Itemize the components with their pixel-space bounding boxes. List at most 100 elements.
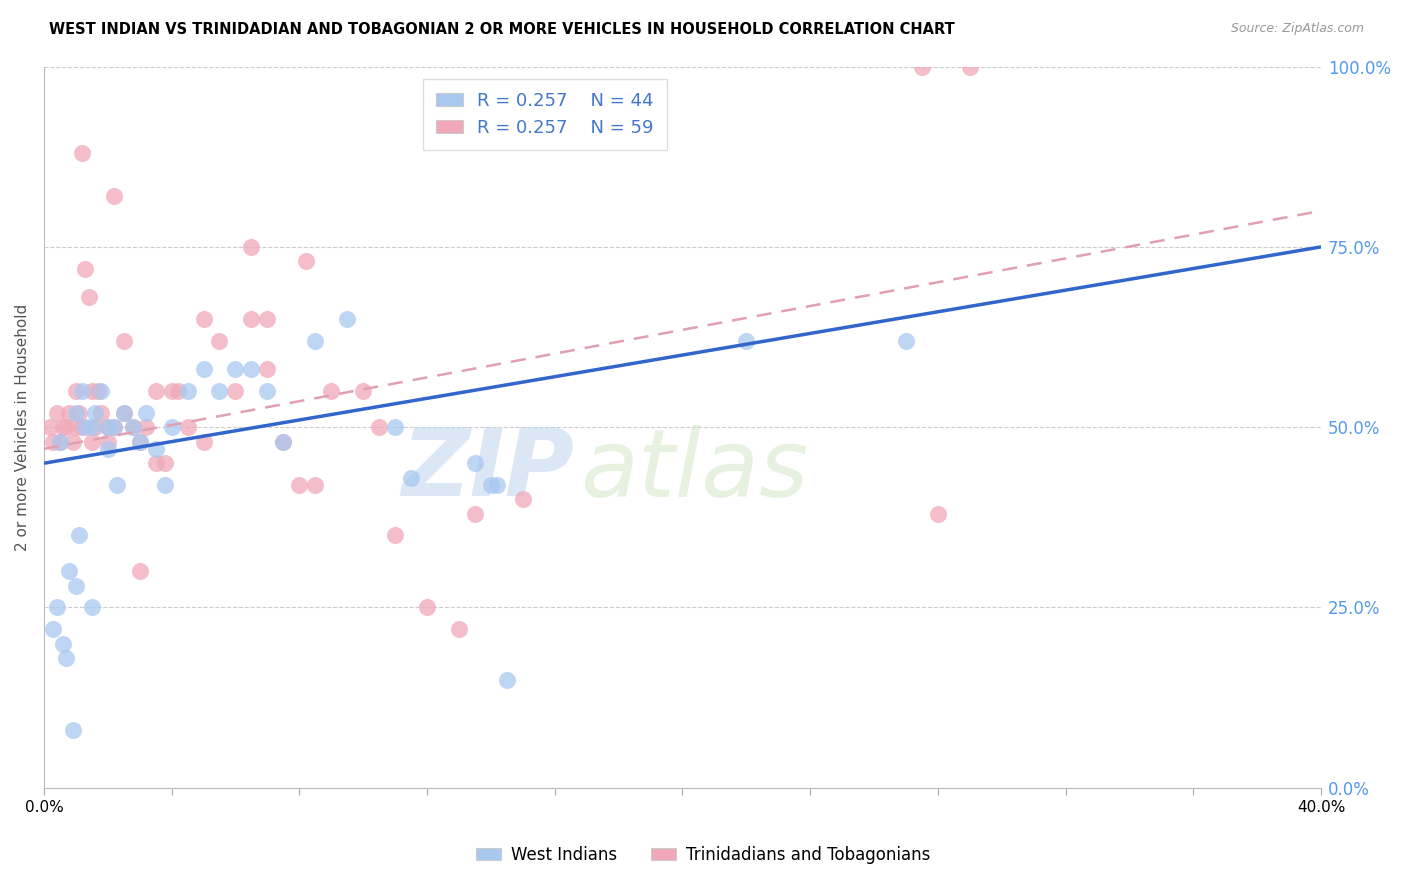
Point xyxy=(256,312,278,326)
Point xyxy=(224,362,246,376)
Point xyxy=(122,420,145,434)
Point xyxy=(256,362,278,376)
Point xyxy=(90,406,112,420)
Point xyxy=(70,384,93,398)
Point xyxy=(224,384,246,398)
Point xyxy=(97,420,120,434)
Point xyxy=(112,406,135,420)
Point xyxy=(447,622,470,636)
Point xyxy=(112,406,135,420)
Point xyxy=(911,60,934,74)
Point xyxy=(304,478,326,492)
Point xyxy=(160,420,183,434)
Point xyxy=(58,565,80,579)
Point xyxy=(42,434,65,449)
Point xyxy=(155,478,177,492)
Point xyxy=(65,579,87,593)
Point xyxy=(97,420,120,434)
Point xyxy=(256,384,278,398)
Point xyxy=(240,240,263,254)
Point xyxy=(167,384,190,398)
Point xyxy=(399,470,422,484)
Point xyxy=(65,420,87,434)
Point xyxy=(62,723,84,737)
Point xyxy=(240,312,263,326)
Point xyxy=(145,456,167,470)
Point xyxy=(49,434,72,449)
Point xyxy=(55,651,77,665)
Point xyxy=(103,420,125,434)
Point xyxy=(336,312,359,326)
Point xyxy=(176,384,198,398)
Point xyxy=(193,312,215,326)
Point xyxy=(486,478,509,492)
Point xyxy=(273,434,295,449)
Y-axis label: 2 or more Vehicles in Household: 2 or more Vehicles in Household xyxy=(15,303,30,550)
Point xyxy=(959,60,981,74)
Point xyxy=(103,189,125,203)
Point xyxy=(42,622,65,636)
Point xyxy=(416,600,439,615)
Point xyxy=(49,434,72,449)
Text: atlas: atlas xyxy=(581,425,808,516)
Text: WEST INDIAN VS TRINIDADIAN AND TOBAGONIAN 2 OR MORE VEHICLES IN HOUSEHOLD CORREL: WEST INDIAN VS TRINIDADIAN AND TOBAGONIA… xyxy=(49,22,955,37)
Point xyxy=(160,384,183,398)
Point xyxy=(894,334,917,348)
Point xyxy=(75,420,97,434)
Point xyxy=(193,362,215,376)
Point xyxy=(927,507,949,521)
Point xyxy=(512,492,534,507)
Point xyxy=(294,254,316,268)
Point xyxy=(321,384,343,398)
Point xyxy=(67,528,90,542)
Point xyxy=(495,673,517,687)
Point xyxy=(135,420,157,434)
Point xyxy=(464,456,486,470)
Point xyxy=(155,456,177,470)
Point xyxy=(135,406,157,420)
Point xyxy=(288,478,311,492)
Point xyxy=(304,334,326,348)
Point xyxy=(45,406,67,420)
Point xyxy=(384,420,406,434)
Point xyxy=(65,406,87,420)
Point xyxy=(84,406,107,420)
Point xyxy=(145,384,167,398)
Point xyxy=(75,261,97,276)
Point xyxy=(122,420,145,434)
Point xyxy=(97,434,120,449)
Point xyxy=(80,434,103,449)
Point xyxy=(80,384,103,398)
Legend: R = 0.257    N = 44, R = 0.257    N = 59: R = 0.257 N = 44, R = 0.257 N = 59 xyxy=(423,79,666,150)
Point xyxy=(65,384,87,398)
Point xyxy=(87,384,110,398)
Point xyxy=(52,420,75,434)
Point xyxy=(70,146,93,161)
Point xyxy=(77,290,100,304)
Text: ZIP: ZIP xyxy=(401,425,574,516)
Point xyxy=(62,434,84,449)
Point xyxy=(70,420,93,434)
Point xyxy=(112,334,135,348)
Point xyxy=(80,600,103,615)
Point xyxy=(145,442,167,456)
Point xyxy=(84,420,107,434)
Point xyxy=(45,600,67,615)
Point xyxy=(55,420,77,434)
Point xyxy=(208,384,231,398)
Point xyxy=(103,420,125,434)
Point xyxy=(384,528,406,542)
Text: Source: ZipAtlas.com: Source: ZipAtlas.com xyxy=(1230,22,1364,36)
Point xyxy=(176,420,198,434)
Point xyxy=(128,565,150,579)
Point xyxy=(97,442,120,456)
Point xyxy=(52,636,75,650)
Point xyxy=(128,434,150,449)
Point xyxy=(735,334,758,348)
Point xyxy=(273,434,295,449)
Legend: West Indians, Trinidadians and Tobagonians: West Indians, Trinidadians and Tobagonia… xyxy=(470,839,936,871)
Point xyxy=(58,406,80,420)
Point xyxy=(67,406,90,420)
Point xyxy=(368,420,391,434)
Point xyxy=(80,420,103,434)
